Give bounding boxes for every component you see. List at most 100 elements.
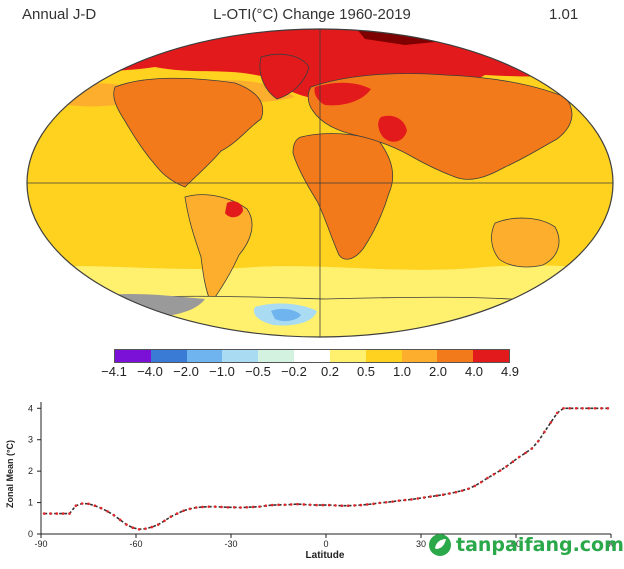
zonal-mean-point bbox=[93, 504, 97, 508]
zonal-mean-point bbox=[524, 451, 527, 455]
zonal-mean-point bbox=[334, 504, 337, 507]
zonal-mean-point bbox=[315, 503, 318, 507]
zonal-mean-point bbox=[460, 489, 464, 492]
zonal-mean-point bbox=[473, 484, 477, 488]
zonal-mean-point bbox=[593, 406, 597, 410]
zonal-mean-point bbox=[213, 505, 217, 508]
y-axis-label: Zonal Mean (°C) bbox=[5, 440, 15, 508]
y-tick-label: 4 bbox=[28, 403, 33, 413]
globe-outline bbox=[26, 28, 614, 338]
zonal-mean-point bbox=[99, 506, 103, 510]
zonal-mean-point bbox=[201, 505, 204, 509]
zonal-mean-point bbox=[182, 509, 185, 513]
zonal-mean-point bbox=[68, 512, 71, 515]
zonal-mean-point bbox=[441, 493, 445, 497]
colorbar-label: −4.0 bbox=[137, 364, 163, 379]
greenland bbox=[259, 53, 310, 100]
zonal-mean-point bbox=[372, 502, 375, 506]
colorbar-segment bbox=[150, 350, 187, 362]
zonal-mean-point bbox=[340, 504, 344, 508]
middle-east-hot bbox=[378, 115, 407, 142]
zonal-mean-point bbox=[251, 505, 255, 509]
zonal-mean-point bbox=[378, 501, 382, 505]
global-mean-value: 1.01 bbox=[549, 6, 579, 23]
zonal-mean-point bbox=[144, 527, 147, 530]
colorbar-segment bbox=[437, 350, 474, 362]
zonal-mean-point bbox=[49, 512, 52, 515]
zonal-mean-svg: -90 -60 -30 0 30 60 90 0 1 2 3 4 Zonal Mean (°C) La… bbox=[5, 402, 616, 561]
zonal-mean-point bbox=[505, 465, 508, 468]
zonal-mean-point bbox=[416, 497, 420, 500]
zonal-mean-point bbox=[226, 505, 230, 509]
map-title: L-OTI(°C) Change 1960-2019 bbox=[213, 6, 411, 23]
antarctica-cool-mid bbox=[271, 308, 301, 322]
zonal-mean-point bbox=[492, 472, 496, 476]
x-axis-label: Latitude bbox=[306, 550, 345, 561]
zonal-mean-point bbox=[112, 513, 116, 517]
zonal-mean-point bbox=[403, 498, 407, 502]
zonal-mean-point bbox=[397, 499, 401, 502]
zonal-mean-point bbox=[454, 490, 458, 494]
zonal-mean-point bbox=[283, 503, 287, 507]
zonal-mean-point bbox=[296, 502, 299, 506]
colorbar-label: 4.9 bbox=[500, 364, 520, 379]
zonal-mean-point bbox=[150, 525, 154, 529]
colorbar-segment bbox=[258, 350, 295, 362]
colorbar-label: 2.0 bbox=[428, 364, 448, 379]
zonal-mean-point bbox=[429, 495, 432, 498]
colorbar-label: −2.0 bbox=[173, 364, 199, 379]
zonal-mean-point bbox=[220, 505, 223, 509]
x-tick-label: -30 bbox=[224, 539, 237, 549]
zonal-mean-point bbox=[87, 502, 90, 506]
zonal-mean-point bbox=[549, 421, 553, 424]
zonal-mean-point bbox=[175, 512, 179, 515]
colorbar-segment bbox=[473, 350, 509, 362]
zonal-mean-line bbox=[44, 407, 608, 531]
tanpaifang-logo: tanpaifang.com bbox=[428, 532, 624, 558]
zonal-mean-point bbox=[587, 406, 591, 410]
zonal-mean-point bbox=[391, 500, 394, 503]
colorbar-segment bbox=[401, 350, 438, 362]
x-tick-label: -90 bbox=[34, 539, 47, 549]
zonal-mean-point bbox=[517, 455, 521, 459]
zonal-mean-point bbox=[131, 526, 135, 530]
zonal-mean-point bbox=[530, 447, 534, 450]
x-tick-label: -60 bbox=[129, 539, 142, 549]
zonal-mean-point bbox=[188, 507, 192, 511]
zonal-mean-point bbox=[125, 523, 128, 526]
brazil-hot bbox=[225, 201, 243, 218]
colorbar bbox=[114, 349, 510, 363]
zonal-mean-point bbox=[327, 503, 331, 507]
zonal-mean-point bbox=[467, 487, 470, 491]
australia bbox=[491, 217, 560, 268]
watermark-text: tanpaifang.com bbox=[456, 534, 624, 556]
zonal-mean-point bbox=[353, 504, 356, 507]
colorbar-labels: −4.1 −4.0 −2.0 −1.0 −0.5 −0.2 0.2 0.5 1.0 2.0 4.0 4… bbox=[0, 364, 624, 382]
y-tick-label: 0 bbox=[28, 529, 33, 539]
x-tick-label: 30 bbox=[416, 539, 426, 549]
colorbar-segment bbox=[115, 350, 151, 362]
zonal-mean-point bbox=[232, 505, 236, 509]
y-tick-label: 3 bbox=[28, 435, 33, 445]
colorbar-label: −1.0 bbox=[209, 364, 235, 379]
zonal-mean-point bbox=[536, 439, 540, 443]
y-tick-label: 1 bbox=[28, 498, 33, 508]
zonal-mean-point bbox=[448, 492, 451, 495]
zonal-mean-point bbox=[258, 505, 261, 508]
zonal-mean-point bbox=[410, 498, 413, 501]
zonal-mean-point bbox=[543, 430, 546, 434]
zonal-mean-point bbox=[479, 480, 483, 484]
colorbar-segment bbox=[222, 350, 259, 362]
zonal-mean-point bbox=[562, 406, 565, 410]
zonal-mean-point bbox=[346, 504, 350, 508]
zonal-mean-point bbox=[118, 518, 122, 522]
zonal-mean-point bbox=[359, 503, 363, 507]
zonal-mean-point bbox=[55, 512, 59, 515]
zonal-mean-point bbox=[486, 476, 489, 480]
zonal-mean-point bbox=[194, 506, 198, 509]
zonal-mean-point bbox=[574, 406, 578, 410]
colorbar-label: −0.5 bbox=[245, 364, 271, 379]
leaf-icon bbox=[429, 534, 451, 556]
colorbar-label: 0.2 bbox=[320, 364, 340, 379]
zonal-mean-point bbox=[106, 510, 109, 513]
